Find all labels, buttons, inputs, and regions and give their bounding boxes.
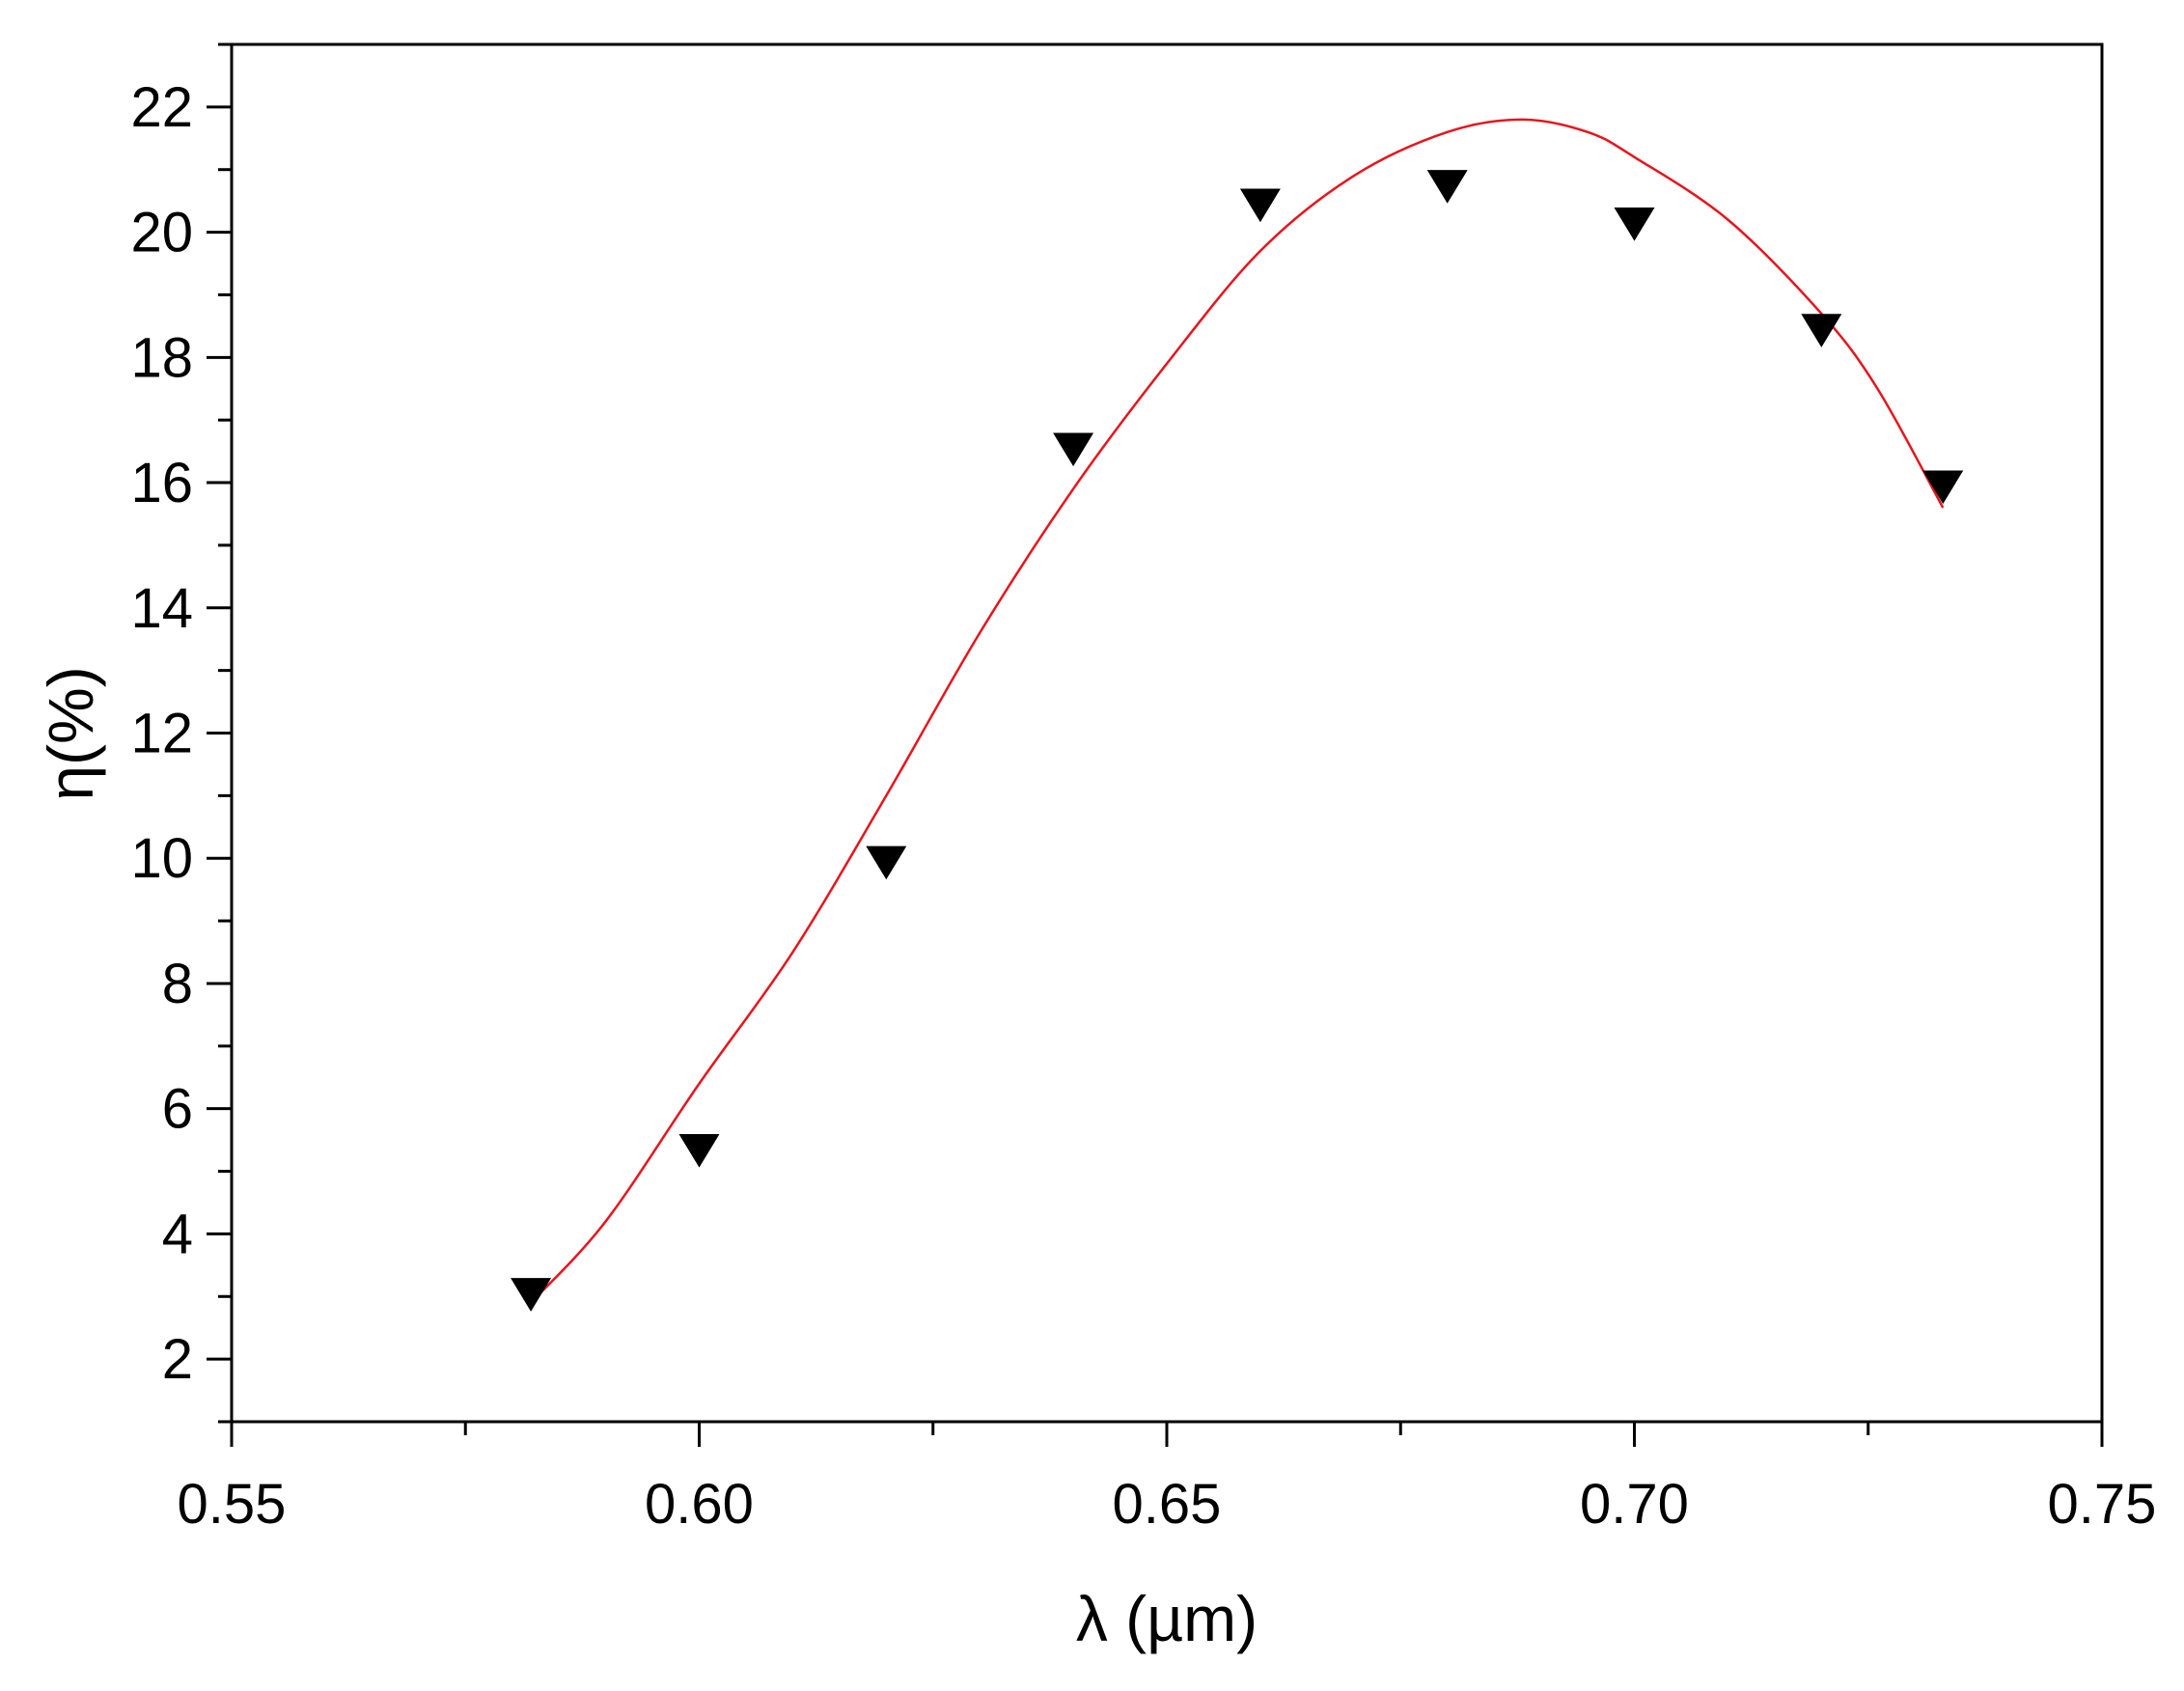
y-tick-label: 8 [162,953,193,1015]
y-tick-label: 16 [130,452,193,514]
y-tick-label: 4 [162,1203,193,1265]
x-tick-label: 0.60 [645,1473,754,1536]
series [511,118,1964,1312]
x-tick-label: 0.70 [1580,1473,1689,1536]
data-point-marker [1053,432,1094,467]
x-tick-label: 0.55 [178,1473,287,1536]
y-tick-label: 20 [130,202,193,264]
data-point-marker [1922,470,1964,505]
x-axis-title: λ (µm) [1076,1583,1258,1654]
y-tick-label: 12 [130,703,193,765]
tick-labels: 0.55 0.60 0.65 0.70 0.75 2 4 6 8 10 12 14 16 18 20 22 [130,76,2156,1536]
y-axis-title: η(%) [35,666,106,800]
x-tick-label: 0.75 [2048,1473,2157,1536]
data-point-marker [1426,170,1468,204]
data-point-marker [1614,208,1655,241]
x-tick-label: 0.65 [1113,1473,1222,1536]
data-point-marker [1239,188,1281,223]
data-point-marker [511,1278,552,1312]
data-point-marker [678,1134,720,1168]
fit-curve [530,118,1945,1304]
y-tick-label: 6 [162,1078,193,1141]
y-tick-label: 10 [130,827,193,890]
y-tick-label: 22 [130,76,193,139]
data-point-marker [866,846,907,880]
y-tick-label: 18 [130,326,193,389]
y-tick-label: 14 [130,577,193,640]
plot-frame [230,42,2104,1424]
data-point-marker [1801,314,1842,347]
y-tick-label: 2 [162,1328,193,1391]
axis-ticks [207,42,2104,1447]
